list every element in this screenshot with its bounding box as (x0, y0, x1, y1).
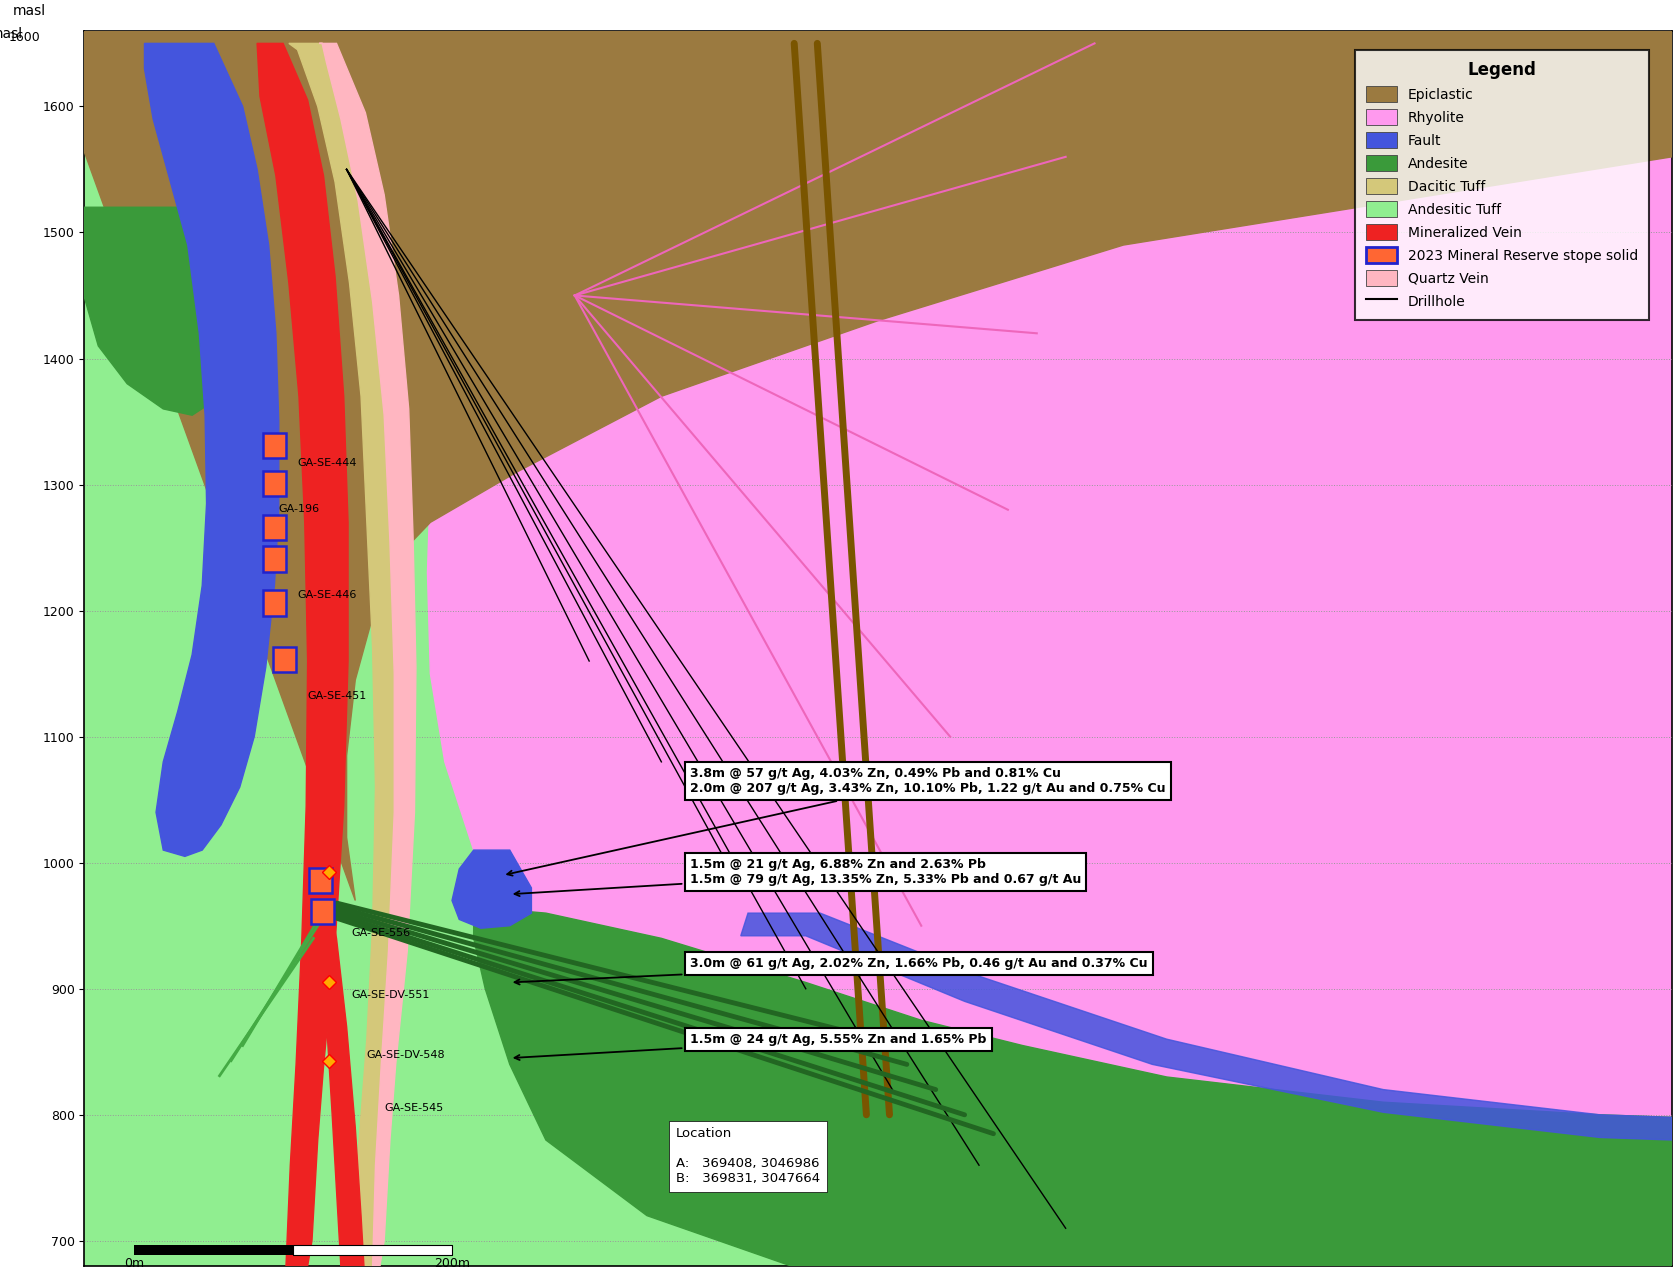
Bar (309, 868, 332, 893)
Polygon shape (740, 913, 1672, 1140)
Text: GA-SE-451: GA-SE-451 (307, 691, 368, 701)
Text: GA-SE-545: GA-SE-545 (384, 1103, 443, 1114)
Text: 0m: 0m (124, 1258, 144, 1271)
Legend: Epiclastic, Rhyolite, Fault, Andesite, Dacitic Tuff, Andesitic Tuff, Mineralized: Epiclastic, Rhyolite, Fault, Andesite, D… (1355, 50, 1649, 321)
Text: 3.8m @ 57 g/t Ag, 4.03% Zn, 0.49% Pb and 0.81% Cu
2.0m @ 207 g/t Ag, 3.43% Zn, 1: 3.8m @ 57 g/t Ag, 4.03% Zn, 0.49% Pb and… (507, 766, 1165, 876)
Text: GA-SE-556: GA-SE-556 (351, 928, 410, 937)
Polygon shape (84, 207, 254, 415)
Text: 3.0m @ 61 g/t Ag, 2.02% Zn, 1.66% Pb, 0.46 g/t Au and 0.37% Cu: 3.0m @ 61 g/t Ag, 2.02% Zn, 1.66% Pb, 0.… (514, 956, 1148, 985)
Polygon shape (250, 43, 1672, 1266)
Bar (264, 590, 285, 616)
Bar (264, 547, 285, 572)
Polygon shape (452, 850, 532, 928)
Polygon shape (473, 907, 1672, 1266)
Polygon shape (319, 43, 416, 1266)
Polygon shape (84, 31, 1672, 1266)
Text: GA-SE-DV-551: GA-SE-DV-551 (351, 990, 430, 1000)
Polygon shape (144, 43, 279, 857)
Text: Location

A:   369408, 3046986
B:   369831, 3047664: Location A: 369408, 3046986 B: 369831, 3… (677, 1128, 819, 1185)
Text: GA-196: GA-196 (279, 504, 321, 515)
Text: masl: masl (12, 4, 45, 18)
Polygon shape (289, 43, 413, 1266)
Polygon shape (84, 31, 1672, 900)
Polygon shape (257, 43, 348, 1266)
Bar (311, 899, 334, 925)
Text: 1600: 1600 (8, 31, 40, 43)
Text: 1.5m @ 21 g/t Ag, 6.88% Zn and 2.63% Pb
1.5m @ 79 g/t Ag, 13.35% Zn, 5.33% Pb an: 1.5m @ 21 g/t Ag, 6.88% Zn and 2.63% Pb … (514, 858, 1081, 896)
Text: 200m: 200m (433, 1258, 470, 1271)
Bar (264, 471, 285, 495)
Text: masl: masl (0, 27, 24, 41)
Text: 1.5m @ 24 g/t Ag, 5.55% Zn and 1.65% Pb: 1.5m @ 24 g/t Ag, 5.55% Zn and 1.65% Pb (514, 1033, 987, 1060)
Bar (264, 433, 285, 458)
Text: GA-SE-446: GA-SE-446 (297, 590, 358, 600)
Polygon shape (307, 863, 364, 1266)
Bar (274, 647, 296, 673)
Bar (264, 515, 285, 540)
Text: GA-SE-DV-548: GA-SE-DV-548 (366, 1050, 445, 1060)
Text: GA-SE-444: GA-SE-444 (297, 457, 358, 467)
